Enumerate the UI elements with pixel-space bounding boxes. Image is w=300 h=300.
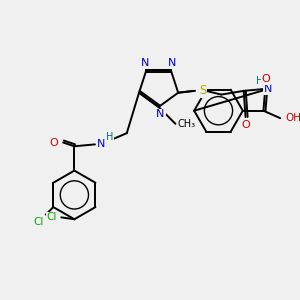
Text: S: S [199, 84, 206, 98]
Text: O: O [262, 74, 271, 84]
Text: H: H [106, 132, 114, 142]
Text: CH₃: CH₃ [178, 119, 196, 129]
Text: N: N [141, 58, 150, 68]
Text: Cl: Cl [47, 212, 57, 222]
Text: H: H [256, 76, 263, 85]
Text: O: O [241, 119, 250, 130]
Text: O: O [50, 137, 58, 148]
Text: N: N [96, 140, 105, 149]
Text: Cl: Cl [33, 217, 44, 227]
Text: N: N [167, 58, 176, 68]
Text: OH: OH [285, 113, 300, 123]
Text: N: N [264, 84, 272, 94]
Text: N: N [156, 110, 165, 119]
